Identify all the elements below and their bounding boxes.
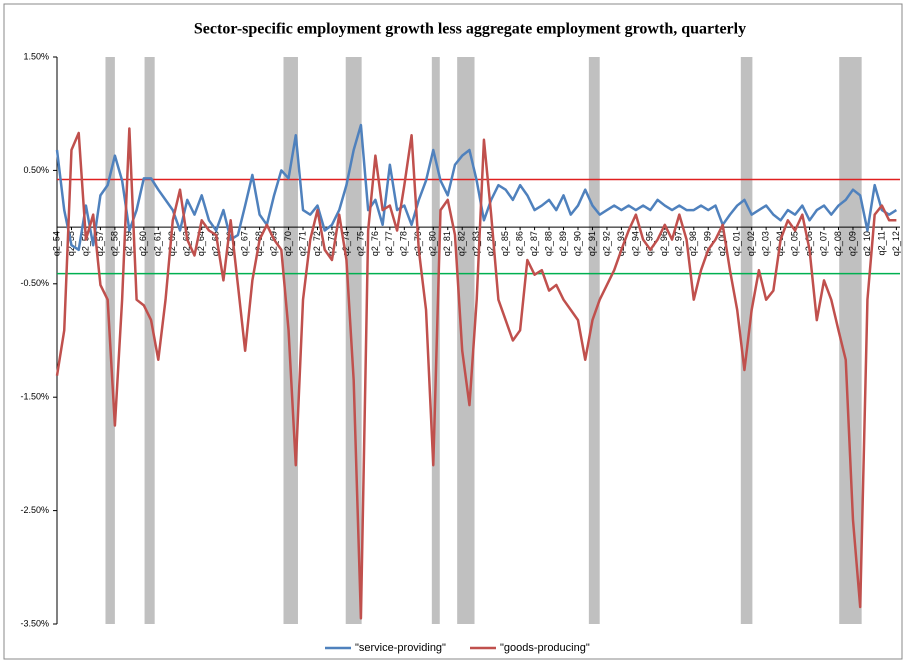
shaded-range (144, 57, 155, 624)
shaded-range (588, 57, 600, 624)
x-tick-label: q2_03 (761, 231, 771, 256)
x-tick-label: q2_82 (457, 231, 467, 256)
shaded-range (283, 57, 298, 624)
x-tick-label: q2_11 (876, 231, 886, 255)
x-tick-label: q2_83 (471, 231, 481, 256)
legend-label: "goods-producing" (500, 642, 590, 654)
x-tick-label: q2_81 (442, 231, 452, 256)
x-tick-label: q2_62 (167, 231, 177, 256)
x-tick-label: q2_94 (630, 231, 640, 256)
x-tick-label: q2_67 (240, 231, 250, 256)
x-tick-label: q2_86 (514, 231, 524, 256)
x-tick-label: q2_59 (124, 231, 134, 256)
x-tick-label: q2_74 (341, 231, 351, 256)
x-tick-label: q2_02 (746, 231, 756, 256)
series-line (55, 127, 897, 620)
x-tick-label: q2_97 (674, 231, 684, 256)
shaded-range (740, 57, 753, 624)
x-tick-label: q2_65 (211, 231, 221, 256)
x-tick-label: q2_84 (486, 231, 496, 256)
shaded-range (839, 57, 862, 624)
x-tick-label: q2_01 (732, 231, 742, 256)
series-line (55, 123, 898, 252)
x-tick-label: q2_89 (558, 231, 568, 256)
x-tick-label: q2_07 (818, 231, 828, 256)
x-tick-label: q2_92 (601, 231, 611, 256)
x-tick-label: q2_08 (833, 231, 843, 256)
x-tick-label: q2_66 (225, 231, 235, 256)
y-tick-label: -1.50% (20, 392, 49, 402)
x-tick-label: q2_71 (297, 231, 307, 256)
x-tick-label: q2_09 (847, 231, 857, 256)
x-tick-label: q2_88 (543, 231, 553, 256)
x-tick-label: q2_72 (312, 231, 322, 256)
x-tick-label: q2_85 (500, 231, 510, 256)
x-tick-label: q2_69 (268, 231, 278, 256)
x-tick-label: q2_87 (529, 231, 539, 256)
x-tick-label: q2_96 (659, 231, 669, 256)
x-tick-label: q2_77 (384, 231, 394, 256)
x-tick-label: q2_80 (428, 231, 438, 256)
x-tick-label: q2_60 (138, 231, 148, 256)
x-tick-label: q2_70 (283, 231, 293, 256)
x-tick-label: q2_57 (95, 231, 105, 256)
chart-title: Sector-specific employment growth less a… (194, 21, 746, 38)
x-tick-label: q2_91 (587, 231, 597, 256)
y-tick-label: -2.50% (20, 505, 49, 515)
x-tick-label: q2_00 (717, 231, 727, 256)
x-tick-label: q2_10 (862, 231, 872, 256)
x-tick-label: q2_75 (355, 231, 365, 256)
x-tick-label: q2_93 (616, 231, 626, 256)
x-tick-label: q2_54 (51, 231, 61, 256)
x-tick-label: q2_90 (572, 231, 582, 256)
x-tick-label: q2_73 (326, 231, 336, 256)
y-tick-label: 1.50% (23, 51, 49, 61)
x-tick-label: q2_63 (182, 231, 192, 256)
chart-frame (3, 3, 903, 660)
x-tick-label: q2_12 (891, 231, 901, 256)
x-tick-label: q2_76 (370, 231, 380, 256)
x-tick-label: q2_64 (196, 231, 206, 256)
x-tick-label: q2_98 (688, 231, 698, 256)
x-tick-label: q2_95 (645, 231, 655, 256)
legend-label: "service-providing" (355, 642, 446, 654)
y-tick-label: -3.50% (20, 618, 49, 628)
x-tick-label: q2_61 (153, 231, 163, 256)
x-tick-label: q2_99 (703, 231, 713, 256)
y-tick-label: -0.50% (20, 278, 49, 288)
shaded-range (457, 57, 475, 624)
x-tick-label: q2_56 (80, 231, 90, 256)
y-tick-label: 0.50% (23, 165, 49, 175)
x-tick-label: q2_78 (399, 231, 409, 256)
x-tick-label: q2_05 (789, 231, 799, 256)
x-tick-label: q2_58 (109, 231, 119, 256)
